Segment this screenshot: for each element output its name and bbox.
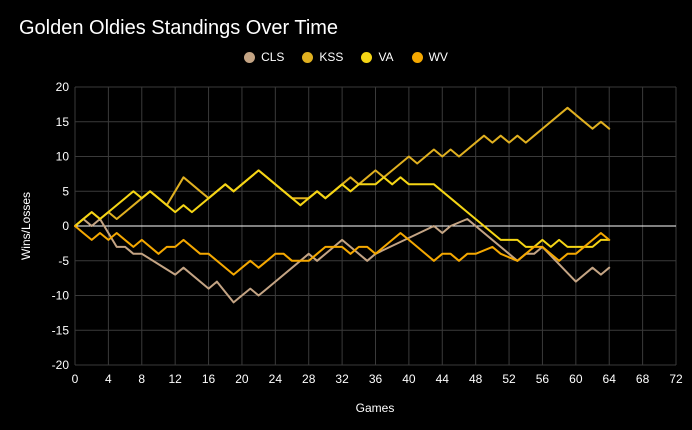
- legend-item-wv[interactable]: WV: [411, 50, 448, 64]
- x-tick-label: 44: [436, 372, 450, 386]
- x-tick-label: 52: [502, 372, 516, 386]
- legend-item-kss[interactable]: KSS: [302, 50, 343, 64]
- legend-label-va: VA: [378, 50, 394, 64]
- x-tick-label: 68: [636, 372, 650, 386]
- legend-label-kss: KSS: [319, 50, 344, 64]
- x-tick-label: 24: [269, 372, 283, 386]
- legend: CLS KSS VA WV: [0, 50, 692, 64]
- x-tick-label: 48: [469, 372, 483, 386]
- x-tick-label: 28: [302, 372, 316, 386]
- x-tick-label: 64: [603, 372, 617, 386]
- y-tick-label: 15: [56, 115, 70, 129]
- x-axis-label: Games: [356, 401, 395, 415]
- x-tick-label: 12: [168, 372, 182, 386]
- legend-swatch-kss: [302, 51, 314, 63]
- x-tick-label: 16: [202, 372, 216, 386]
- x-tick-label: 4: [105, 372, 112, 386]
- series-lines: [74, 106, 611, 304]
- x-tick-label: 32: [335, 372, 349, 386]
- x-tick-label: 20: [235, 372, 249, 386]
- grid: [74, 86, 677, 366]
- x-tick-label: 40: [402, 372, 416, 386]
- x-tick-label: 72: [669, 372, 683, 386]
- y-tick-label: -10: [52, 289, 70, 303]
- legend-label-wv: WV: [428, 50, 448, 64]
- series-line-cls[interactable]: [74, 218, 611, 304]
- y-tick-label: 0: [62, 219, 69, 233]
- legend-swatch-wv: [411, 51, 423, 63]
- chart-title: Golden Oldies Standings Over Time: [19, 17, 339, 39]
- legend-swatch-cls: [244, 51, 256, 63]
- x-tick-label: 56: [536, 372, 550, 386]
- legend-item-va[interactable]: VA: [361, 50, 394, 64]
- y-tick-label: -20: [52, 358, 70, 372]
- x-tick-label: 0: [72, 372, 79, 386]
- x-tick-label: 60: [569, 372, 583, 386]
- y-tick-label: 20: [56, 80, 70, 94]
- legend-swatch-va: [361, 51, 373, 63]
- y-tick-label: 10: [56, 150, 70, 164]
- series-line-va[interactable]: [74, 169, 611, 248]
- y-axis-label: Wins/Losses: [19, 192, 33, 260]
- legend-label-cls: CLS: [261, 50, 285, 64]
- x-tick-label: 36: [369, 372, 383, 386]
- y-tick-label: -15: [52, 323, 70, 337]
- series-line-wv[interactable]: [74, 225, 611, 276]
- legend-item-cls[interactable]: CLS: [244, 50, 284, 64]
- tick-labels: 0 4 8 12 16 20 24 28 32 36 40 44 48 52 56 60 64 68 72-20-1…: [52, 80, 683, 386]
- y-tick-label: 5: [62, 184, 69, 198]
- x-tick-label: 8: [138, 372, 145, 386]
- y-tick-label: -5: [58, 254, 69, 268]
